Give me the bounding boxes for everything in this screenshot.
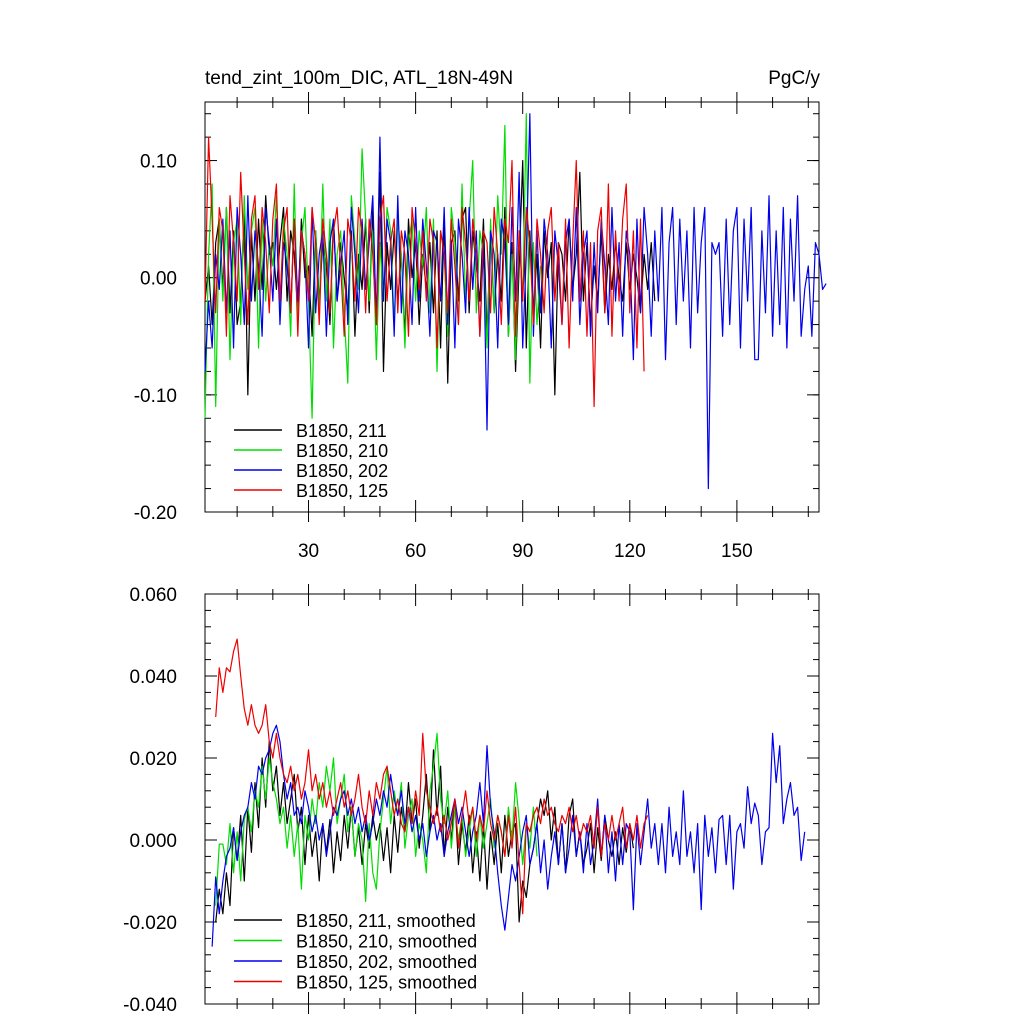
legend-label: B1850, 210 [296,441,388,461]
top-x-tick-label: 120 [614,541,646,562]
legend-label: B1850, 210, smoothed [296,932,477,952]
top-y-tick-label: -0.20 [134,503,177,524]
top-chart: 30 60 90 120 150 -0.20 -0.10 0.00 0.10 B1850, 21… [134,92,827,562]
bottom-y-tick-label: 0.040 [129,667,177,688]
legend-label: B1850, 125, smoothed [296,973,477,993]
top-y-tick-label: 0.00 [140,269,177,290]
bottom-y-tick-label: 0.060 [129,585,177,606]
top-y-tick-label: -0.10 [134,386,177,407]
legend-label: B1850, 202, smoothed [296,952,477,972]
bottom-series-lines [211,638,806,947]
top-series-b1850-125 [204,136,645,408]
top-series-b1850-211 [204,159,656,396]
legend-label: B1850, 211, smoothed [296,911,476,931]
top-series-lines [204,113,827,490]
legend-label: B1850, 202 [296,461,388,481]
bottom-series-b1850-202-smoothed [211,724,806,947]
bottom-chart: -0.040 -0.020 0.000 0.020 0.040 0.060 B1850, … [123,584,820,1016]
units-label: PgC/y [768,68,820,89]
top-y-tick-label: 0.10 [140,152,177,173]
top-x-tick-label: 30 [298,541,319,562]
top-axis-ticks: 30 60 90 120 150 -0.20 -0.10 0.00 0.10 [134,92,819,562]
top-series-b1850-202 [204,113,827,490]
legend-label: B1850, 211 [296,421,387,441]
top-plot-frame [204,101,820,513]
bottom-y-tick-label: 0.020 [129,749,177,770]
bottom-series-b1850-125-smoothed [215,638,649,915]
top-x-tick-label: 150 [721,541,753,562]
bottom-axis-ticks: -0.040 -0.020 0.000 0.020 0.040 0.060 [123,584,819,1016]
bottom-y-tick-label: -0.020 [123,913,177,934]
top-x-tick-label: 60 [405,541,426,562]
bottom-y-tick-label: 0.000 [129,831,177,852]
top-x-tick-label: 90 [512,541,533,562]
bottom-plot-frame [204,593,820,1005]
bottom-y-tick-label: -0.040 [123,995,177,1016]
bottom-series-b1850-210-smoothed [215,732,538,906]
chart-title: tend_zint_100m_DIC, ATL_18N-49N [205,68,513,89]
legend-label: B1850, 125 [296,481,388,501]
